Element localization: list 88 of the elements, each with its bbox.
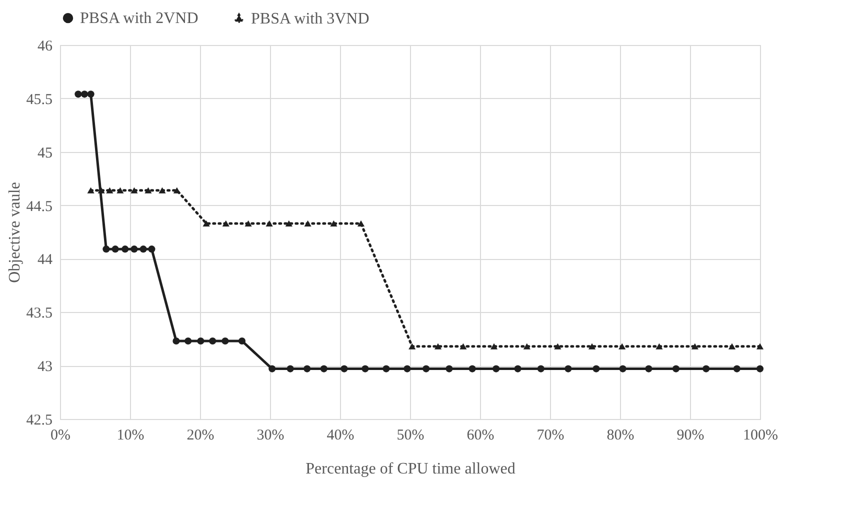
x-tick-label: 30%: [256, 428, 284, 444]
point: [144, 187, 152, 194]
point: [702, 365, 710, 372]
point: [87, 187, 94, 194]
y-tick-label: 44.5: [26, 198, 52, 215]
point: [514, 365, 522, 372]
point: [362, 365, 369, 372]
point: [268, 365, 276, 372]
point: [285, 220, 292, 227]
point: [728, 343, 736, 350]
point: [197, 337, 204, 345]
point: [222, 337, 229, 345]
legend-label: PBSA with 2VND: [80, 10, 198, 28]
point: [588, 343, 596, 350]
point: [460, 343, 467, 350]
point: [130, 187, 138, 194]
point: [98, 187, 105, 194]
point: [733, 365, 740, 372]
y-tick-label: 45: [38, 145, 52, 162]
y-tick-label: 45.5: [26, 92, 52, 108]
x-tick-label: 0%: [50, 428, 70, 444]
x-tick-label: 80%: [606, 428, 634, 444]
point: [238, 337, 246, 345]
point: [382, 365, 390, 372]
y-tick-label: 46: [38, 38, 53, 54]
point: [122, 246, 129, 253]
point: [564, 365, 572, 372]
point: [523, 343, 530, 350]
x-tick-label: 20%: [186, 428, 214, 444]
x-tick-label: 60%: [466, 428, 494, 444]
point: [112, 246, 119, 253]
point: [468, 365, 476, 372]
point: [222, 220, 230, 227]
point: [592, 365, 600, 372]
point: [340, 365, 348, 372]
point: [357, 220, 365, 227]
point: [184, 337, 192, 345]
point: [330, 220, 338, 227]
point: [446, 365, 453, 372]
y-axis-title: Objective vaule: [6, 182, 24, 283]
point: [304, 220, 312, 227]
point: [656, 343, 663, 350]
point: [618, 343, 626, 350]
point: [304, 365, 311, 372]
point: [619, 365, 626, 372]
point: [87, 90, 94, 98]
point: [116, 187, 124, 194]
point: [173, 187, 180, 194]
point: [320, 365, 328, 372]
point: [756, 343, 764, 350]
point: [172, 337, 180, 345]
point: [422, 365, 430, 372]
x-tick-label: 90%: [676, 428, 704, 444]
point: [158, 187, 166, 194]
y-tick-label: 44: [38, 252, 53, 268]
point: [434, 343, 442, 350]
point: [209, 337, 216, 345]
point: [140, 246, 147, 253]
point: [102, 246, 110, 253]
point: [202, 220, 210, 227]
point: [404, 365, 411, 372]
point: [244, 220, 252, 227]
point: [148, 246, 156, 253]
point: [645, 365, 652, 372]
y-tick-label: 43: [38, 359, 52, 376]
point: [492, 365, 500, 372]
point: [537, 365, 544, 372]
x-tick-label: 50%: [396, 428, 424, 444]
point: [672, 365, 680, 372]
point: [554, 343, 562, 350]
y-tick-label: 43.5: [26, 306, 52, 322]
legend-label: PBSA with 3VND: [251, 10, 370, 28]
point: [74, 90, 82, 98]
x-axis-title: Percentage of CPU time allowed: [306, 460, 516, 478]
point: [691, 343, 698, 350]
x-tick-label: 70%: [536, 428, 564, 444]
point: [490, 343, 498, 350]
point: [286, 365, 294, 372]
point: [266, 220, 273, 227]
point: [756, 365, 764, 372]
point: [106, 187, 114, 194]
y-tick-label: 42.5: [26, 412, 52, 428]
x-tick-label: 100%: [743, 428, 778, 444]
point: [408, 343, 416, 350]
point: [130, 246, 138, 253]
point: [80, 90, 88, 98]
x-tick-label: 40%: [326, 428, 354, 444]
x-tick-label: 10%: [116, 428, 144, 444]
